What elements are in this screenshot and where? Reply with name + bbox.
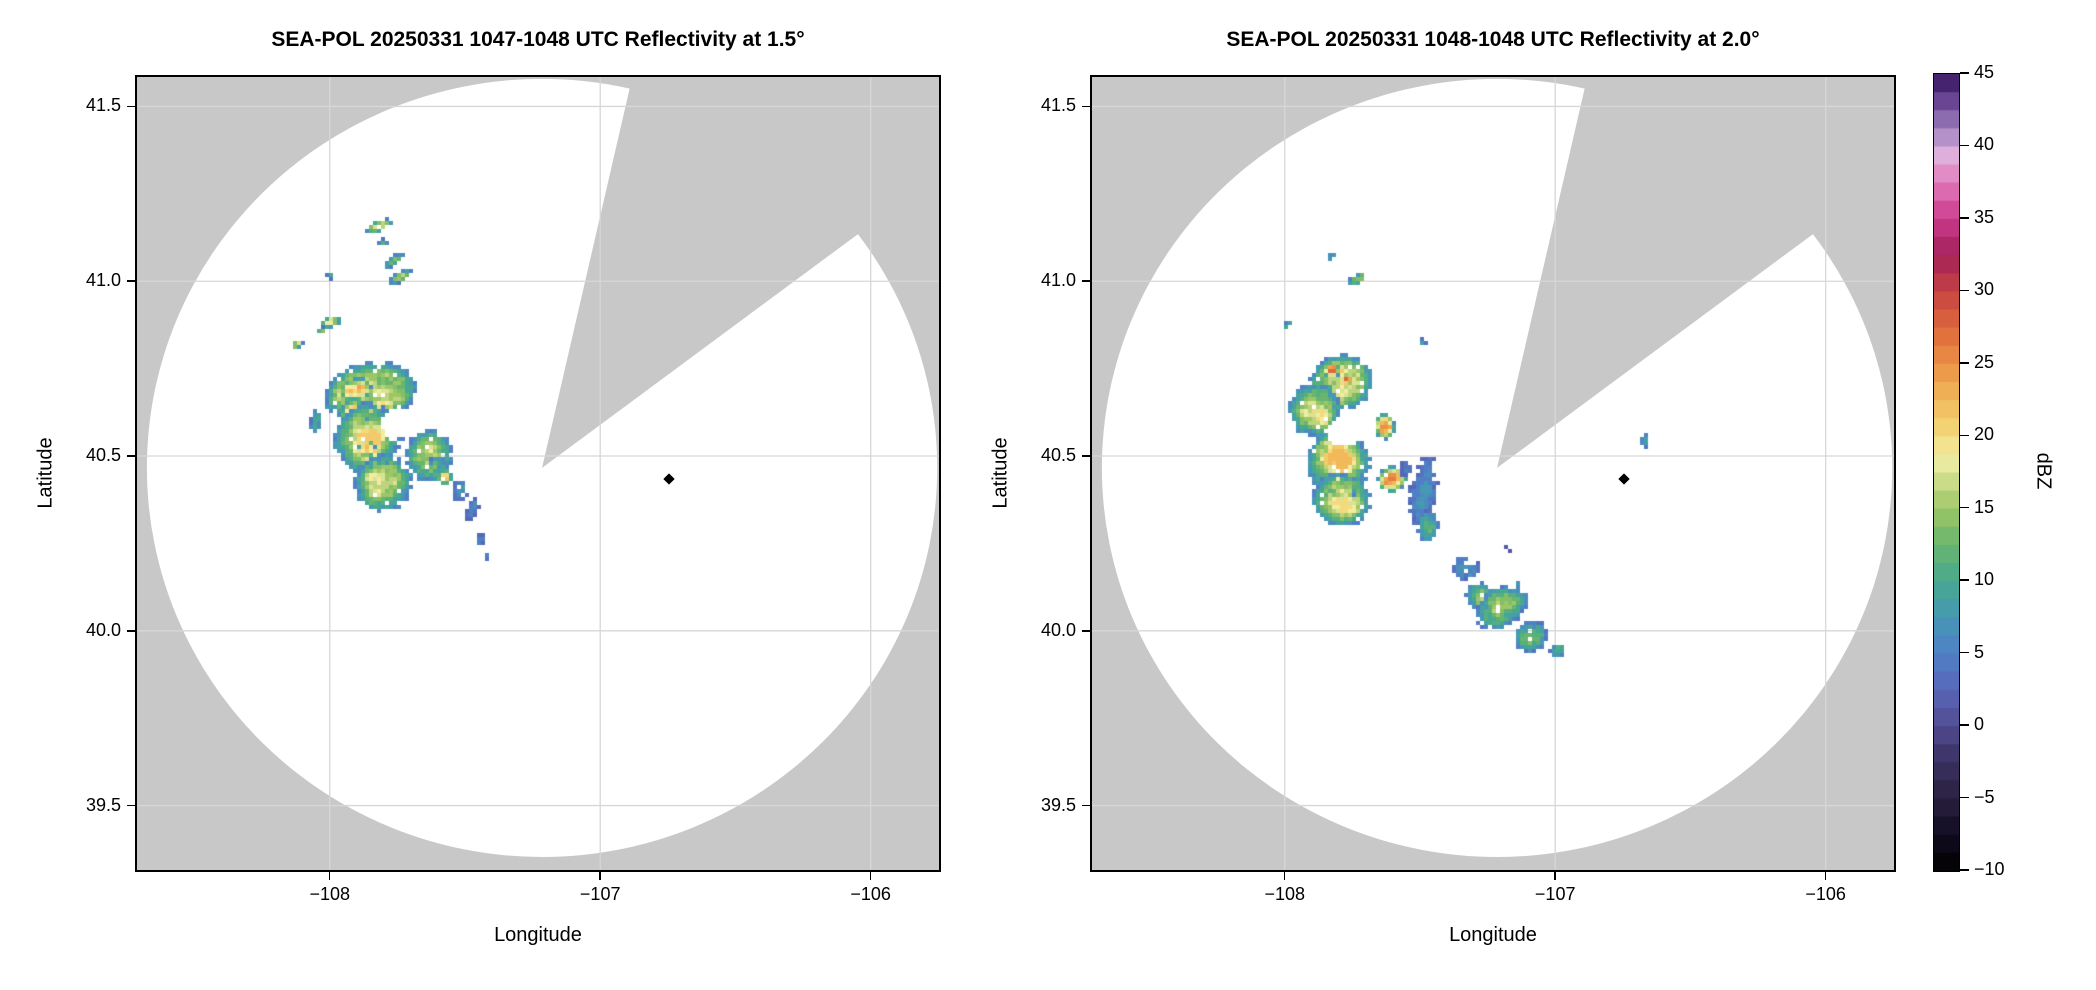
y-tick-label: 39.5: [85, 794, 121, 815]
y-tick-label: 41.0: [1040, 270, 1076, 291]
y-tick-label: 41.0: [85, 270, 121, 291]
y-tick-label: 41.5: [85, 95, 121, 116]
colorbar-tick-label: 30: [1974, 279, 1995, 300]
x-tick-label: −106: [1805, 884, 1846, 904]
y-tick-mark: [127, 105, 135, 108]
colorbar-tick-label: 40: [1974, 134, 1995, 155]
x-tick-label: −108: [309, 884, 350, 904]
colorbar-tick-label: 20: [1974, 424, 1995, 445]
colorbar-tick-label: 25: [1974, 351, 1995, 372]
colorbar-tick-mark: [1959, 869, 1969, 871]
x-tick-mark: [1554, 872, 1556, 880]
colorbar-tick-mark: [1959, 72, 1969, 74]
echo-canvas-left: [135, 75, 941, 872]
colorbar-tick-mark: [1959, 434, 1969, 437]
x-tick-mark: [1283, 872, 1286, 880]
x-tick-mark: [599, 872, 601, 880]
y-tick-mark: [1082, 280, 1090, 282]
colorbar-label: dBZ: [2032, 452, 2055, 490]
x-tick-mark: [869, 872, 872, 880]
x-axis-label-right: Longitude: [1449, 924, 1537, 946]
colorbar-tick-label: 15: [1974, 496, 1995, 517]
y-tick-mark: [1082, 630, 1090, 632]
colorbar-tick-mark: [1959, 217, 1969, 219]
y-tick-label: 40.5: [1040, 445, 1076, 466]
colorbar-tick-label: −10: [1974, 859, 2005, 879]
y-tick-mark: [1082, 105, 1090, 108]
y-tick-mark: [1082, 455, 1090, 457]
y-tick-label: 39.5: [1040, 794, 1076, 815]
colorbar-tick-label: 0: [1974, 714, 1985, 735]
y-tick-mark: [127, 280, 135, 282]
panel-title-right: SEA-POL 20250331 1048-1048 UTC Reflectiv…: [1226, 28, 1760, 51]
colorbar-tick-label: 45: [1974, 62, 1995, 82]
y-tick-label: 40.0: [85, 619, 121, 640]
colorbar-tick-label: −5: [1974, 786, 1995, 807]
colorbar-tick-mark: [1959, 362, 1969, 364]
colorbar-tick-mark: [1959, 144, 1969, 147]
x-tick-mark: [328, 872, 331, 880]
reflectivity-panel-left: [135, 75, 941, 872]
colorbar-tick-label: 5: [1974, 641, 1985, 662]
y-tick-label: 40.5: [85, 445, 121, 466]
y-tick-label: 41.5: [1040, 95, 1076, 116]
colorbar-tick-mark: [1959, 796, 1969, 799]
colorbar-tick-mark: [1959, 651, 1969, 654]
panel-title-left: SEA-POL 20250331 1047-1048 UTC Reflectiv…: [271, 28, 805, 51]
x-tick-label: −107: [579, 884, 621, 904]
x-tick-label: −106: [850, 884, 891, 904]
y-tick-mark: [127, 804, 135, 807]
colorbar-tick-mark: [1959, 289, 1969, 292]
colorbar-tick-mark: [1959, 506, 1969, 509]
y-tick-label: 40.0: [1040, 619, 1076, 640]
x-axis-label-left: Longitude: [494, 924, 582, 946]
x-tick-label: −108: [1264, 884, 1305, 904]
echo-canvas-right: [1090, 75, 1896, 872]
colorbar-gradient: [1934, 74, 1959, 871]
colorbar: [1933, 73, 1960, 872]
y-tick-mark: [1082, 804, 1090, 807]
colorbar-tick-mark: [1959, 724, 1969, 726]
y-tick-mark: [127, 455, 135, 457]
colorbar-tick-label: 10: [1974, 569, 1995, 590]
x-tick-label: −107: [1534, 884, 1576, 904]
reflectivity-panel-right: [1090, 75, 1896, 872]
colorbar-tick-label: 35: [1974, 206, 1995, 227]
x-tick-mark: [1824, 872, 1827, 880]
colorbar-tick-mark: [1959, 579, 1969, 581]
y-tick-mark: [127, 630, 135, 632]
